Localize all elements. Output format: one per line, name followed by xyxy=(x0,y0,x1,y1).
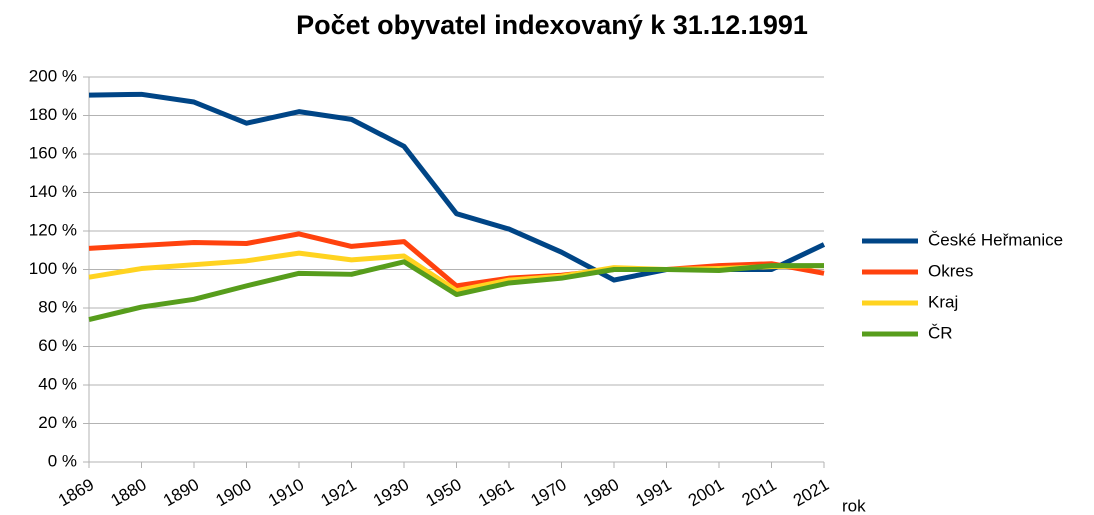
y-tick-label: 80 % xyxy=(38,297,77,316)
x-tick-label: 1950 xyxy=(422,475,464,510)
y-tick-label: 200 % xyxy=(29,66,77,85)
series-line xyxy=(88,91,826,283)
series-line xyxy=(88,259,824,322)
x-tick-label: 2011 xyxy=(739,475,780,510)
y-tick-label: 60 % xyxy=(38,336,77,355)
x-tick-label: 1921 xyxy=(317,475,359,510)
y-tick-label: 120 % xyxy=(29,220,77,239)
x-tick-label: 2021 xyxy=(790,475,832,510)
y-tick-label: 180 % xyxy=(29,105,77,124)
series-line xyxy=(88,231,825,289)
y-tick-label: 100 % xyxy=(29,259,77,278)
x-axis-label: rok xyxy=(842,496,866,515)
legend-label: Kraj xyxy=(928,292,958,311)
x-tick-label: 2001 xyxy=(685,475,727,510)
y-tick-label: 40 % xyxy=(38,374,77,393)
x-tick-label: 1961 xyxy=(475,475,517,510)
x-tick-label: 1869 xyxy=(55,475,97,510)
y-tick-label: 0 % xyxy=(48,451,77,470)
legend-label: Okres xyxy=(928,261,973,280)
x-tick-label: 1900 xyxy=(212,475,254,510)
legend-label: České Heřmanice xyxy=(928,230,1063,249)
x-tick-label: 1930 xyxy=(370,475,412,510)
y-tick-label: 20 % xyxy=(38,413,77,432)
x-tick-label: 1970 xyxy=(527,475,569,510)
x-tick-label: 1980 xyxy=(580,475,622,510)
x-tick-label: 1890 xyxy=(160,475,202,510)
chart-title: Počet obyvatel indexovaný k 31.12.1991 xyxy=(296,10,808,40)
y-tick-label: 140 % xyxy=(29,182,77,201)
x-tick-label: 1910 xyxy=(265,475,307,510)
x-tick-label: 1880 xyxy=(107,475,149,510)
legend-label: ČR xyxy=(928,323,953,342)
x-tick-label: 1991 xyxy=(632,475,674,510)
y-tick-label: 160 % xyxy=(29,143,77,162)
